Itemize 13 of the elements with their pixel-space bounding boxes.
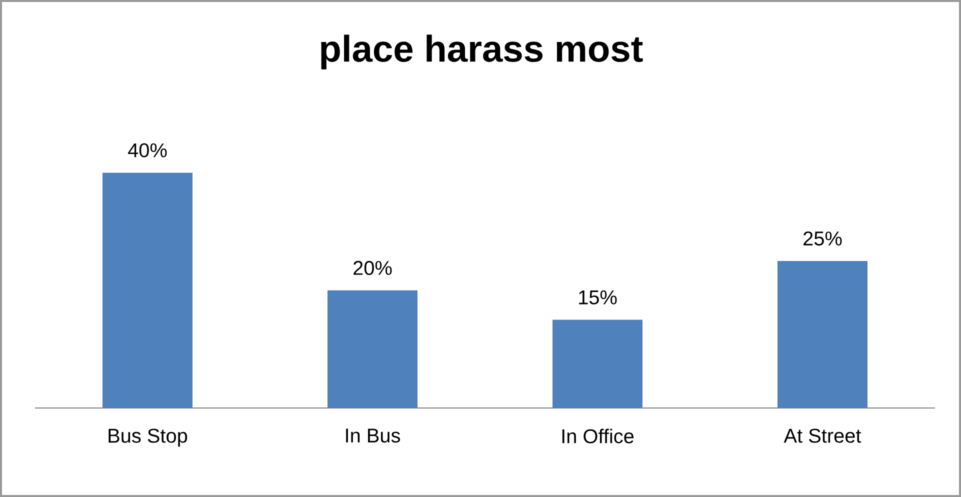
data-label: 15% [579, 290, 617, 304]
x-tick-label: At Street [784, 428, 862, 443]
data-label: 25% [804, 231, 842, 246]
x-tick-label: Bus Stop [108, 428, 188, 447]
chart-title: place harass most [321, 34, 643, 70]
x-tick-label: In Bus [346, 428, 400, 443]
data-label: 40% [128, 143, 167, 158]
bar [328, 290, 418, 408]
bar [552, 320, 643, 408]
bar [102, 172, 192, 408]
bar [778, 260, 868, 408]
data-label: 20% [354, 260, 392, 275]
x-tick-label: In Office [562, 428, 634, 444]
